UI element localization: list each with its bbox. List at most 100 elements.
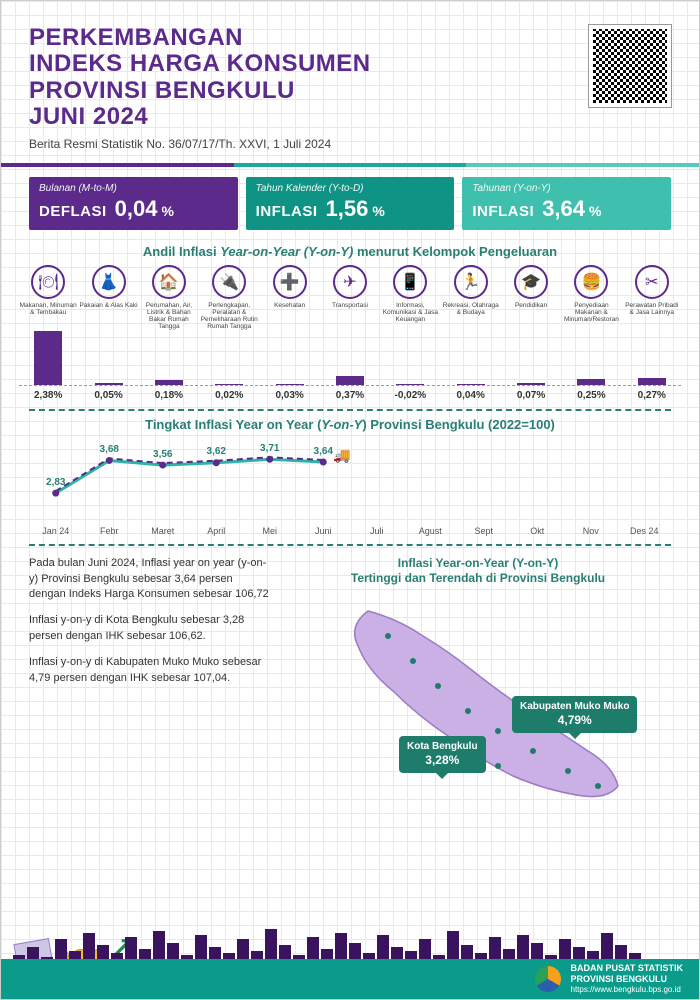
month-label: Sept [457,526,511,536]
stat-box: Tahunan (Y-on-Y) INFLASI 3,64 % [462,177,671,230]
category-icon: 🏠 [152,265,186,299]
category-chart-title: Andil Inflasi Year-on-Year (Y-on-Y) menu… [1,244,699,263]
category-bar [457,384,485,385]
category-icon: ➕ [273,265,307,299]
line-point-label: 3,68 [100,444,119,455]
category-value: 0,07% [517,390,545,401]
category-label: Rekreasi, Olahraga & Budaya [442,302,500,330]
category-item: 🍔 Penyediaan Makanan & Minuman/Restoran … [562,265,620,401]
month-label: Mei [243,526,297,536]
category-bar [155,380,183,384]
header: PERKEMBANGAN INDEKS HARGA KONSUMEN PROVI… [1,1,699,159]
category-label: Perawatan Pribadi & Jasa Lainnya [623,302,681,330]
category-value: 0,18% [155,390,183,401]
category-label: Transportasi [332,302,368,330]
footer-text: BADAN PUSAT STATISTIK PROVINSI BENGKULU … [571,963,684,994]
month-axis: Jan 24FebrMaretAprilMeiJuniJuliAgustSept… [29,526,671,536]
category-item: 🎓 Pendidikan 0,07% [502,265,560,401]
stat-box: Tahun Kalender (Y-to-D) INFLASI 1,56 % [246,177,455,230]
category-icon: ✂ [635,265,669,299]
line-point-label: 3,62 [207,446,226,457]
map-title: Inflasi Year-on-Year (Y-on-Y)Tertinggi d… [277,556,679,587]
separator [29,409,671,411]
category-value: 0,27% [638,390,666,401]
qr-code[interactable] [589,25,671,107]
month-label: Des 24 [618,526,672,536]
line-point-label: 2,83 [46,477,65,488]
month-label: Maret [136,526,190,536]
stat-value: 3,64 [542,196,585,222]
stat-label: Tahun Kalender (Y-to-D) [256,183,445,194]
category-value: 0,02% [215,390,243,401]
category-value: 2,38% [34,390,62,401]
subtitle: Berita Resmi Statistik No. 36/07/17/Th. … [29,137,371,151]
stat-value: 1,56 [326,196,369,222]
line-point-label: 3,64 [314,446,333,457]
footer: ↗ BADAN PUSAT STATISTIK PROVINSI BENGKUL… [1,904,699,999]
category-bar [517,383,545,385]
category-icon: 🎓 [514,265,548,299]
separator-2 [29,544,671,546]
stat-box: Bulanan (M-to-M) DEFLASI 0,04 % [29,177,238,230]
category-value: 0,37% [336,390,364,401]
category-label: Perlengkapan, Peralatan & Pemeliharaan R… [200,302,258,330]
month-label: Juli [350,526,404,536]
category-label: Penyediaan Makanan & Minuman/Restoran [562,302,620,330]
description-paragraph: Inflasi y-on-y di Kota Bengkulu sebesar … [29,613,269,645]
month-label: Febr [83,526,137,536]
category-label: Perumahan, Air, Listrik & Bahan Bakar Ru… [140,302,198,330]
month-label: Juni [297,526,351,536]
main-title: PERKEMBANGAN INDEKS HARGA KONSUMEN PROVI… [29,25,371,131]
month-label: Jan 24 [29,526,83,536]
category-item: 👗 Pakaian & Alas Kaki 0,05% [79,265,137,401]
stat-name: INFLASI [256,203,318,220]
stat-row: Bulanan (M-to-M) DEFLASI 0,04 %Tahun Kal… [1,167,699,244]
category-bar [95,383,123,384]
category-value: 0,04% [457,390,485,401]
category-value: 0,03% [275,390,303,401]
map-tag: Kota Bengkulu3,28% [399,736,486,773]
category-value: 0,25% [577,390,605,401]
stat-label: Tahunan (Y-on-Y) [472,183,661,194]
category-icon: 🏃 [454,265,488,299]
category-icon: 🍽 [31,265,65,299]
category-bar [577,379,605,385]
category-item: 🔌 Perlengkapan, Peralatan & Pemeliharaan… [200,265,258,401]
accent-bar [1,163,699,167]
category-label: Pendidikan [515,302,547,330]
category-icon: 🔌 [212,265,246,299]
infographic-page: PERKEMBANGAN INDEKS HARGA KONSUMEN PROVI… [0,0,700,1000]
line-chart-title: Tingkat Inflasi Year on Year (Y-on-Y) Pr… [1,417,699,436]
category-label: Pakaian & Alas Kaki [79,302,137,330]
category-bar [638,378,666,384]
category-bar [336,376,364,384]
category-icon: 🍔 [574,265,608,299]
category-item: ➕ Kesehatan 0,03% [260,265,318,401]
bps-logo-icon [535,966,561,992]
category-label: Informasi, Komunikasi & Jasa Keuangan [381,302,439,330]
category-label: Makanan, Minuman & Tembakau [19,302,77,330]
line-chart: 🚚 Jan 24FebrMaretAprilMeiJuniJuliAgustSe… [29,440,671,536]
category-value: 0,05% [94,390,122,401]
svg-text:🚚: 🚚 [333,447,350,464]
description-column: Pada bulan Juni 2024, Inflasi year on ye… [29,556,269,816]
footer-bar: BADAN PUSAT STATISTIK PROVINSI BENGKULU … [1,959,699,999]
description-paragraph: Inflasi y-on-y di Kabupaten Muko Muko se… [29,655,269,687]
map-tag: Kabupaten Muko Muko4,79% [512,696,637,733]
map-column: Inflasi Year-on-Year (Y-on-Y)Tertinggi d… [277,556,679,816]
category-bar [215,384,243,385]
stat-label: Bulanan (M-to-M) [39,183,228,194]
month-label: Agust [404,526,458,536]
category-row: 🍽 Makanan, Minuman & Tembakau 2,38% 👗 Pak… [1,263,699,401]
category-icon: 👗 [92,265,126,299]
category-item: ✈ Transportasi 0,37% [321,265,379,401]
line-point-label: 3,56 [153,449,172,460]
lower-section: Pada bulan Juni 2024, Inflasi year on ye… [1,552,699,816]
month-label: Nov [564,526,618,536]
category-bar [34,331,62,385]
stat-name: INFLASI [472,203,534,220]
month-label: Okt [511,526,565,536]
category-bar [276,384,304,385]
category-item: 📱 Informasi, Komunikasi & Jasa Keuangan … [381,265,439,401]
category-item: ✂ Perawatan Pribadi & Jasa Lainnya 0,27% [623,265,681,401]
